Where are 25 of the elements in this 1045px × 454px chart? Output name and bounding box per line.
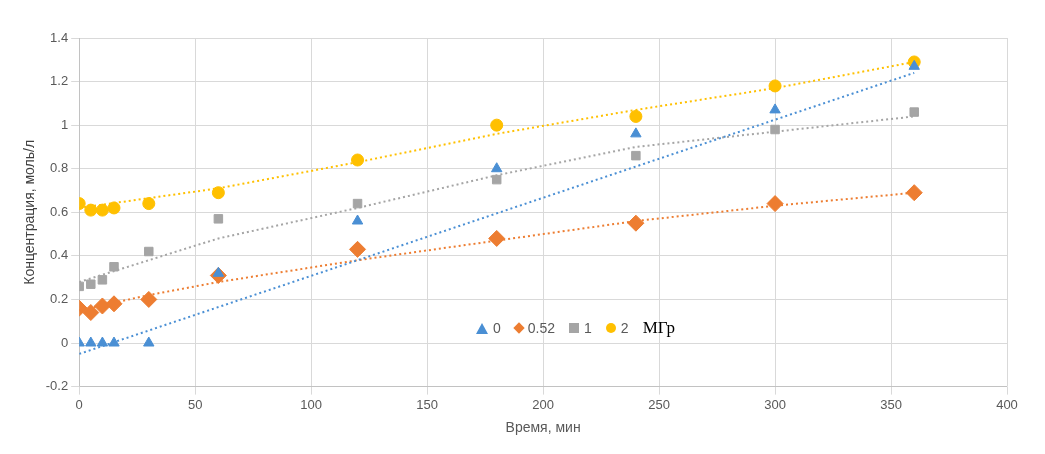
x-axis-title: Время, мин bbox=[505, 419, 581, 436]
y-tick-label: 1.4 bbox=[50, 29, 69, 45]
x-tick-label: 50 bbox=[187, 396, 203, 412]
legend-title: МГр bbox=[642, 318, 676, 338]
x-tick-label: 150 bbox=[416, 396, 438, 412]
y-tick-label: 0.4 bbox=[50, 247, 69, 263]
y-tick-label: 0.2 bbox=[50, 291, 69, 307]
y-tick-label: 0.6 bbox=[50, 203, 69, 219]
legend-label: 1 bbox=[584, 320, 592, 336]
legend-label: 0.52 bbox=[527, 320, 556, 336]
x-tick-label: 200 bbox=[532, 396, 554, 412]
x-tick-label: 300 bbox=[764, 396, 786, 412]
y-tick-label: 0 bbox=[60, 334, 69, 350]
legend-label: 2 bbox=[620, 320, 629, 336]
legend-label: 0 bbox=[493, 320, 501, 336]
y-tick-label: 0.8 bbox=[50, 160, 69, 176]
x-tick-label: 100 bbox=[300, 396, 322, 412]
x-tick-label: 350 bbox=[880, 396, 902, 412]
y-axis-title: Концентрация, моль/л bbox=[21, 139, 38, 285]
x-tick-label: 0 bbox=[75, 396, 83, 412]
y-tick-label: 1 bbox=[60, 116, 69, 132]
x-tick-label: 250 bbox=[648, 396, 670, 412]
y-tick-label: -0.2 bbox=[45, 378, 69, 394]
y-tick-label: 1.2 bbox=[50, 73, 69, 89]
x-tick-label: 400 bbox=[996, 396, 1018, 412]
